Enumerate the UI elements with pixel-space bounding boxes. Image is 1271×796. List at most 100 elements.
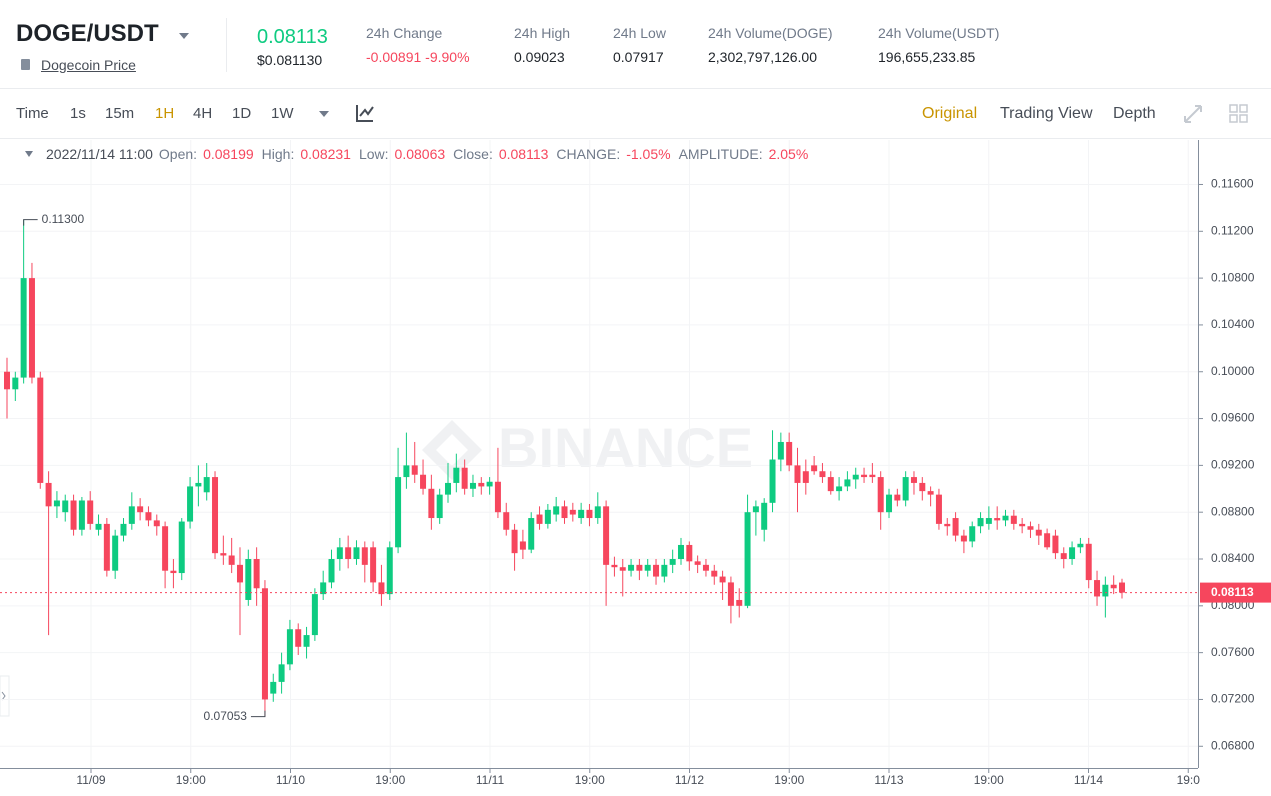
- candle-body: [103, 523, 110, 571]
- view-tab[interactable]: Depth: [1113, 105, 1156, 122]
- candle-body: [1060, 553, 1067, 560]
- interval-tab[interactable]: 1s: [70, 105, 86, 122]
- candle-body: [528, 518, 535, 550]
- candle-body: [336, 547, 343, 560]
- candle-body: [777, 441, 784, 460]
- candle-body: [4, 371, 10, 390]
- view-tab[interactable]: Original: [922, 105, 978, 122]
- candle-body: [278, 664, 285, 682]
- candle-body: [445, 482, 452, 495]
- candle-body: [977, 518, 984, 527]
- x-tick-label: 11/14: [1074, 773, 1103, 787]
- candle-body: [236, 564, 243, 583]
- x-tick-label: 11/09: [76, 773, 105, 787]
- ohlc-label: Low:: [358, 146, 389, 162]
- side-toggle-arrow: [1, 691, 6, 701]
- candle-body: [386, 547, 393, 595]
- candle-body: [311, 594, 318, 636]
- ohlc-date: 2022/11/14 11:00: [46, 146, 153, 162]
- ohlc-label: Close:: [453, 146, 493, 162]
- interval-tab[interactable]: 1D: [232, 105, 252, 122]
- candle-body: [228, 555, 235, 565]
- ohlc-value: 0.08199: [203, 146, 254, 162]
- candle-body: [420, 474, 427, 489]
- candle-body: [553, 506, 560, 515]
- ohlc-value: -1.05%: [626, 146, 671, 162]
- ohlc-label: Open:: [158, 146, 198, 162]
- interval-tab[interactable]: 1H: [155, 105, 175, 122]
- ohlc-label: CHANGE:: [556, 146, 621, 162]
- candle-body: [261, 588, 268, 700]
- candle-body: [702, 564, 709, 571]
- candle-body: [711, 570, 718, 577]
- candle-body: [969, 526, 976, 542]
- candle-body: [153, 520, 160, 527]
- candle-body: [952, 518, 959, 536]
- layout-icon[interactable]: [1229, 104, 1248, 123]
- high-marker-label: 0.11300: [42, 212, 85, 226]
- candle-body: [494, 481, 501, 513]
- candle-body: [411, 465, 418, 475]
- y-tick-label: 0.07600: [1211, 645, 1255, 659]
- fullscreen-icon[interactable]: [1184, 105, 1202, 123]
- candle-body: [303, 635, 310, 647]
- candle-body: [586, 509, 593, 519]
- ohlc-value: 2.05%: [768, 146, 809, 162]
- candle-body: [919, 482, 926, 492]
- coin-link[interactable]: Dogecoin Price: [41, 57, 136, 73]
- x-tick-label: 19:00: [176, 773, 206, 787]
- candle-body: [686, 544, 693, 562]
- candle-body: [45, 482, 52, 507]
- x-tick-label: 11/11: [476, 773, 505, 787]
- candle-body: [345, 547, 352, 560]
- candle-body: [1002, 515, 1009, 521]
- candle-body: [28, 278, 35, 378]
- candle-body: [694, 561, 701, 565]
- y-tick-label: 0.10400: [1211, 317, 1255, 331]
- candle-body: [187, 486, 194, 522]
- candle-body: [170, 570, 177, 574]
- candle-body: [511, 529, 518, 554]
- view-tab[interactable]: Trading View: [1000, 105, 1093, 122]
- interval-tab[interactable]: 15m: [105, 105, 135, 122]
- candle-body: [827, 477, 834, 492]
- x-tick-label: 19:00: [774, 773, 804, 787]
- candle-body: [902, 477, 909, 501]
- indicator-icon[interactable]: [356, 105, 374, 122]
- low-marker-line: [250, 710, 266, 718]
- interval-dropdown[interactable]: [319, 111, 329, 117]
- candle-body: [985, 518, 992, 524]
- candle-body: [578, 509, 585, 519]
- candle-body: [752, 506, 759, 513]
- candle-body: [1052, 535, 1059, 554]
- info-toggle[interactable]: [25, 151, 33, 157]
- ohlc-value: 0.08063: [394, 146, 446, 162]
- candle-body: [378, 582, 385, 595]
- candle-body: [794, 465, 801, 483]
- interval-tab[interactable]: Time: [16, 105, 49, 122]
- candle-body: [811, 465, 818, 472]
- candle-body: [37, 377, 44, 483]
- candle-body: [137, 506, 144, 513]
- candle-body: [1035, 529, 1042, 536]
- candle-body: [653, 564, 660, 577]
- y-tick-label: 0.09600: [1211, 411, 1255, 425]
- candle-body: [611, 564, 618, 568]
- candle-body: [1085, 543, 1092, 581]
- candle-body: [461, 467, 468, 489]
- y-tick-label: 0.08400: [1211, 551, 1255, 565]
- interval-tab[interactable]: 4H: [193, 105, 213, 122]
- x-tick-label: 19:00: [575, 773, 605, 787]
- candle-body: [994, 518, 1001, 521]
- candle-body: [861, 474, 868, 478]
- stat-label: 24h High: [514, 25, 571, 41]
- candle-body: [220, 553, 227, 556]
- interval-tab[interactable]: 1W: [271, 105, 294, 122]
- candle-body: [561, 506, 568, 519]
- stat-label: 24h Volume(DOGE): [708, 25, 833, 41]
- candle-body: [436, 494, 443, 519]
- pair-dropdown[interactable]: [179, 33, 189, 39]
- candle-body: [128, 506, 135, 524]
- x-tick-label: 19:00: [375, 773, 405, 787]
